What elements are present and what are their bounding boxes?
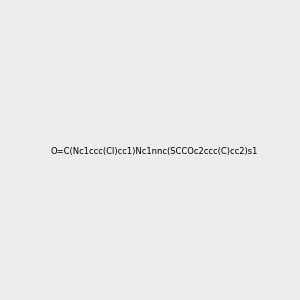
Text: O=C(Nc1ccc(Cl)cc1)Nc1nnc(SCCOc2ccc(C)cc2)s1: O=C(Nc1ccc(Cl)cc1)Nc1nnc(SCCOc2ccc(C)cc2… bbox=[50, 147, 257, 156]
